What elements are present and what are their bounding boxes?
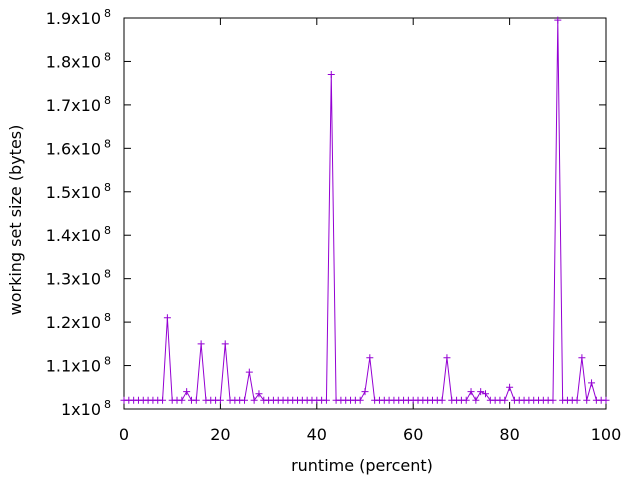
y-tick-mantissa: 1.6x10: [46, 139, 101, 158]
data-point-marker: [178, 396, 186, 404]
y-tick-label: 1.3x10 8: [46, 268, 111, 289]
y-tick-exponent: 8: [104, 224, 111, 237]
data-point-marker: [197, 340, 205, 348]
data-point-marker: [573, 396, 581, 404]
y-tick-mantissa: 1.3x10: [46, 270, 101, 289]
x-tick-label: 80: [499, 425, 519, 444]
data-point-marker: [443, 354, 451, 362]
plot-border: [123, 17, 607, 410]
data-point-marker: [322, 396, 330, 404]
y-tick-exponent: 8: [104, 268, 111, 281]
x-tick-label: 20: [210, 425, 230, 444]
data-point-marker: [356, 396, 364, 404]
data-point-marker: [438, 396, 446, 404]
y-tick-mantissa: 1.7x10: [46, 96, 101, 115]
data-point-marker: [216, 396, 224, 404]
data-point-marker: [482, 390, 489, 398]
axis-ticks: [123, 17, 607, 410]
data-point-marker: [159, 396, 167, 404]
y-tick-mantissa: 1.8x10: [46, 52, 101, 71]
data-point-marker: [506, 383, 514, 391]
data-point-marker: [245, 368, 253, 376]
y-tick-mantissa: 1x10: [61, 400, 101, 419]
data-point-marker: [163, 314, 171, 322]
data-point-marker: [588, 379, 596, 387]
data-point-marker: [477, 388, 485, 396]
data-point-marker: [183, 388, 191, 396]
y-tick-mantissa: 1.1x10: [46, 357, 101, 376]
data-point-marker: [578, 354, 586, 362]
x-tick-label: 40: [307, 425, 327, 444]
y-tick-label: 1.6x10 8: [46, 137, 111, 158]
x-tick-label: 100: [591, 425, 622, 444]
y-tick-exponent: 8: [104, 355, 111, 368]
data-point-marker: [192, 396, 200, 404]
data-point-marker: [221, 340, 229, 348]
y-tick-label: 1x10 8: [61, 398, 111, 419]
data-point-marker: [366, 354, 374, 362]
y-tick-mantissa: 1.4x10: [46, 226, 101, 245]
y-tick-label: 1.8x10 8: [46, 50, 111, 71]
data-point-marker: [549, 396, 557, 404]
y-tick-label: 1.9x10 8: [46, 7, 111, 28]
series-line: [124, 20, 606, 402]
y-tick-label: 1.2x10 8: [46, 311, 111, 332]
data-point-marker: [361, 388, 369, 396]
data-point-marker: [583, 396, 591, 404]
y-tick-mantissa: 1.2x10: [46, 313, 101, 332]
y-tick-label: 1.1x10 8: [46, 355, 111, 376]
data-point-marker: [241, 396, 248, 404]
x-tick-label: 0: [119, 425, 129, 444]
y-axis-label: working set size (bytes): [6, 125, 25, 316]
x-axis-label: runtime (percent): [291, 456, 433, 475]
y-tick-exponent: 8: [104, 50, 111, 63]
data-point-marker: [602, 396, 610, 404]
y-tick-label: 1.5x10 8: [46, 181, 111, 202]
y-tick-exponent: 8: [104, 311, 111, 324]
y-tick-exponent: 8: [104, 137, 111, 150]
y-tick-exponent: 8: [104, 398, 111, 411]
y-tick-mantissa: 1.9x10: [46, 9, 101, 28]
data-point-marker: [250, 396, 258, 404]
series-markers: [120, 16, 610, 404]
data-point-marker: [462, 396, 470, 404]
data-point-marker: [467, 388, 475, 396]
y-tick-exponent: 8: [104, 7, 111, 20]
x-tick-label: 60: [403, 425, 423, 444]
data-point-marker: [327, 70, 335, 78]
y-tick-label: 1.4x10 8: [46, 224, 111, 245]
data-point-marker: [554, 16, 562, 24]
data-point-marker: [472, 396, 480, 404]
data-point-marker: [501, 396, 509, 404]
y-tick-label: 1.7x10 8: [46, 94, 111, 115]
y-tick-mantissa: 1.5x10: [46, 183, 101, 202]
data-point-marker: [255, 390, 263, 398]
y-tick-exponent: 8: [104, 181, 111, 194]
y-tick-exponent: 8: [104, 94, 111, 107]
